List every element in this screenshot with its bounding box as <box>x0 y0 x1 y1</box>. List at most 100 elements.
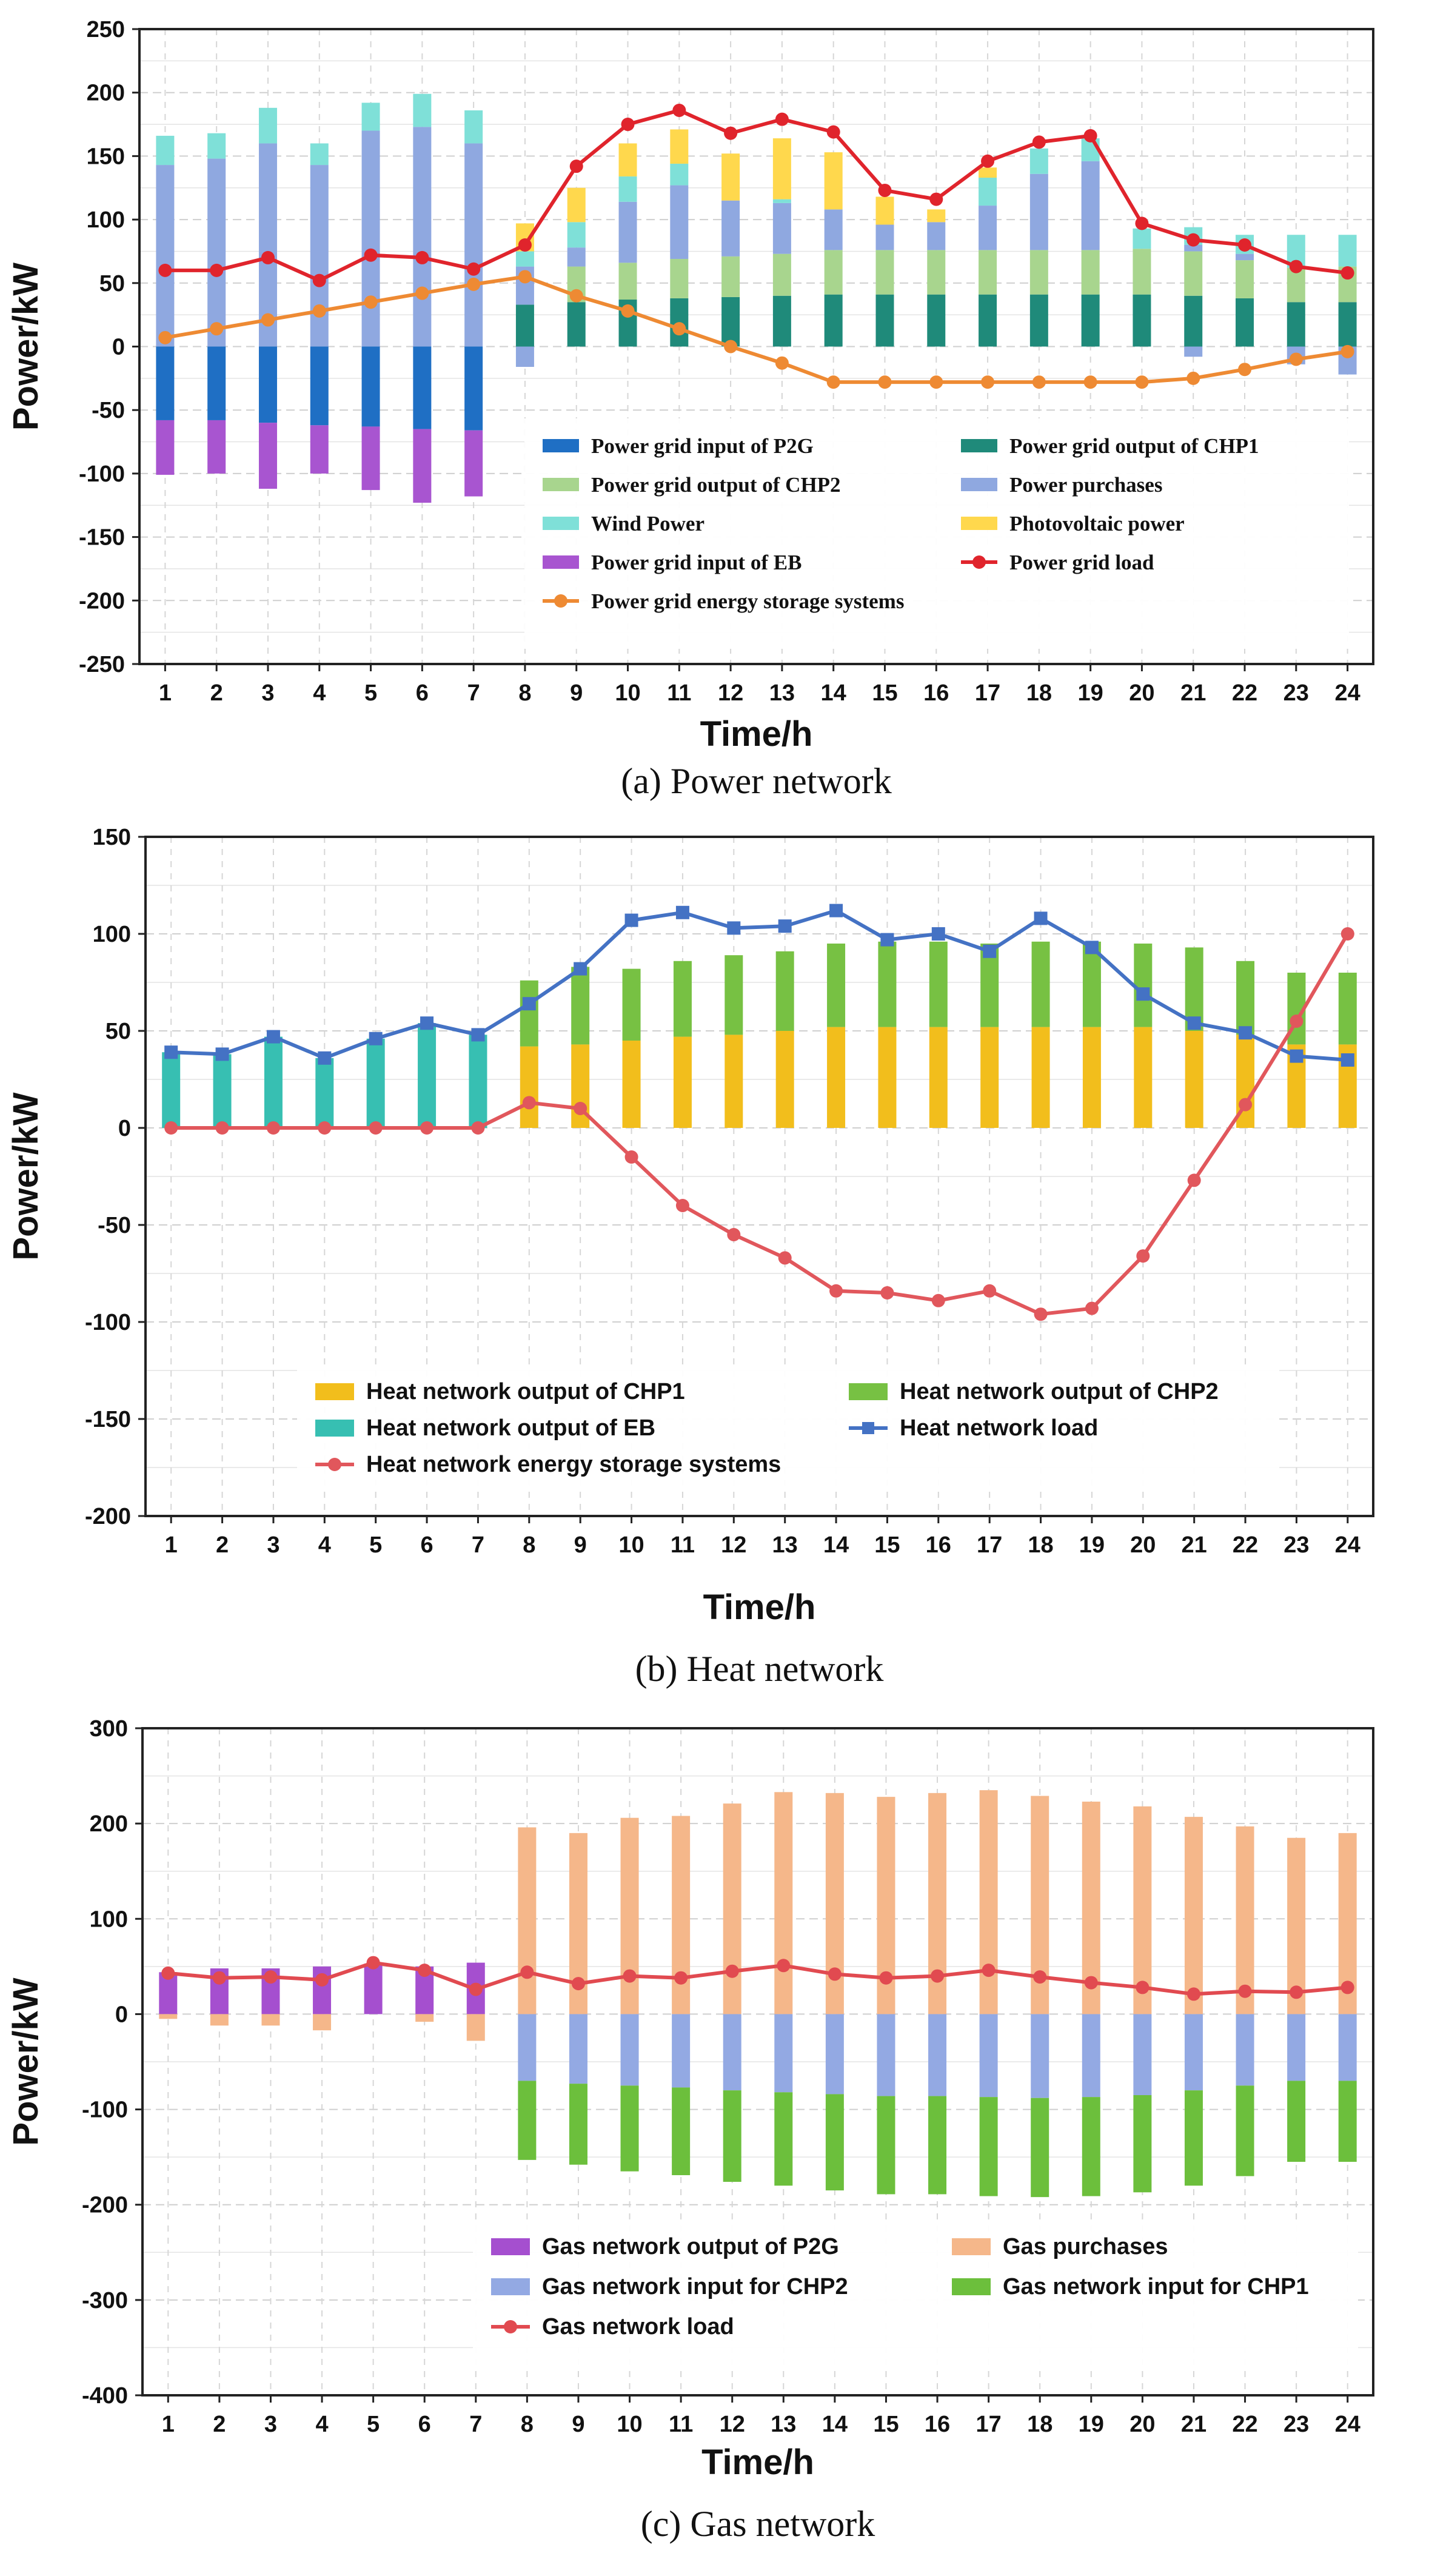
bar-power-grid-output-of-chp1 <box>567 302 586 347</box>
bar-power-purchases <box>1184 244 1203 252</box>
x-tick-label: 4 <box>315 2412 328 2437</box>
legend-swatch-power-grid-output-of-chp1 <box>961 439 997 452</box>
y-axis-title: Power/kW <box>6 263 45 431</box>
point-power-grid-energy-storage-systems <box>1289 352 1303 366</box>
x-tick-label: 7 <box>469 2412 482 2437</box>
point-power-grid-energy-storage-systems <box>518 270 532 284</box>
bar-wind-power <box>310 143 329 166</box>
bar-gas-network-input-for-chp1 <box>928 2096 947 2195</box>
point-heat-network-load <box>1290 1049 1304 1063</box>
point-power-grid-load <box>1186 233 1200 247</box>
point-heat-network-energy-storage-systems <box>778 1251 792 1265</box>
bar-gas-network-input-for-chp1 <box>1338 2081 1357 2162</box>
x-tick-label: 17 <box>977 1532 1002 1558</box>
legend: Power grid input of P2G Power grid output… <box>524 418 1349 649</box>
x-axis-title: Time/h <box>701 2443 814 2482</box>
point-power-grid-energy-storage-systems <box>1186 371 1200 385</box>
y-tick-label: 50 <box>105 1019 131 1044</box>
x-tick-label: 11 <box>667 680 691 706</box>
x-axis-title: Time/h <box>700 714 813 754</box>
point-power-grid-energy-storage-systems <box>569 289 583 303</box>
bar-power-grid-output-of-chp1 <box>979 294 997 347</box>
point-heat-network-load <box>420 1016 434 1030</box>
point-heat-network-energy-storage-systems <box>369 1121 383 1135</box>
x-tick-label: 9 <box>570 680 583 706</box>
bar-power-grid-output-of-chp1 <box>1338 302 1357 347</box>
x-tick-label: 13 <box>771 2412 796 2437</box>
y-tick-label: -100 <box>85 1310 131 1335</box>
point-heat-network-energy-storage-systems <box>574 1102 587 1115</box>
y-tick-label: 200 <box>90 1811 128 1837</box>
point-power-grid-energy-storage-systems <box>312 304 326 318</box>
bar-gas-network-input-for-chp2 <box>1236 2014 1254 2086</box>
y-tick-label: 250 <box>87 17 125 42</box>
point-heat-network-energy-storage-systems <box>318 1121 332 1135</box>
x-tick-label: 12 <box>718 680 743 706</box>
bar-wind-power <box>979 177 997 206</box>
point-heat-network-load <box>318 1051 332 1065</box>
y-tick-label: 150 <box>93 825 131 850</box>
point-heat-network-energy-storage-systems <box>983 1284 997 1298</box>
bar-gas-purchases <box>159 2014 178 2019</box>
y-tick-label: -50 <box>98 1213 131 1238</box>
x-tick-label: 19 <box>1079 2412 1104 2437</box>
x-tick-label: 3 <box>264 2412 277 2437</box>
x-tick-label: 3 <box>261 680 274 706</box>
x-tick-label: 21 <box>1182 1532 1207 1558</box>
point-power-grid-energy-storage-systems <box>1032 375 1046 389</box>
bar-photovoltaic-power <box>979 167 997 178</box>
y-tick-label: 200 <box>87 81 125 106</box>
point-heat-network-load <box>164 1045 178 1059</box>
x-tick-label: 12 <box>720 2412 745 2437</box>
y-tick-label: -100 <box>79 461 125 487</box>
legend-marker-power-grid-energy-storage-systems <box>554 594 567 608</box>
bar-heat-network-output-of-chp2 <box>1031 941 1050 1027</box>
bar-power-purchases <box>618 201 637 263</box>
point-gas-network-load <box>571 1977 585 1991</box>
point-power-grid-energy-storage-systems <box>672 322 686 336</box>
point-gas-network-load <box>315 1973 329 1987</box>
x-tick-label: 21 <box>1181 2412 1206 2437</box>
point-heat-network-load <box>1187 1016 1201 1030</box>
bar-power-purchases <box>258 143 277 347</box>
bar-gas-network-input-for-chp1 <box>569 2084 587 2165</box>
bar-wind-power <box>258 107 277 144</box>
bar-power-grid-output-of-chp2 <box>721 256 740 297</box>
point-heat-network-load <box>1340 1053 1354 1067</box>
x-tick-label: 24 <box>1334 680 1360 706</box>
x-tick-label: 19 <box>1079 1532 1105 1558</box>
bar-gas-network-input-for-chp1 <box>723 2090 741 2182</box>
x-tick-label: 2 <box>210 680 223 706</box>
point-power-grid-load <box>158 263 172 277</box>
bar-power-grid-input-of-eb <box>361 426 380 491</box>
x-tick-label: 20 <box>1129 2412 1155 2437</box>
bar-power-grid-output-of-chp1 <box>515 304 534 347</box>
legend-swatch-power-purchases <box>961 478 997 491</box>
point-power-grid-load <box>518 238 532 252</box>
x-tick-label: 20 <box>1129 680 1154 706</box>
x-tick-label: 19 <box>1078 680 1103 706</box>
point-gas-network-load <box>828 1967 842 1981</box>
x-tick-label: 16 <box>923 680 949 706</box>
bar-heat-network-output-of-eb <box>418 1023 437 1128</box>
bar-power-grid-output-of-chp1 <box>1287 302 1305 347</box>
bar-gas-network-input-for-chp2 <box>928 2014 947 2096</box>
point-heat-network-load <box>574 962 587 976</box>
y-tick-label: 100 <box>90 1907 128 1932</box>
x-tick-label: 23 <box>1283 1532 1309 1558</box>
bar-gas-network-input-for-chp2 <box>1082 2014 1100 2098</box>
point-power-grid-load <box>929 192 943 206</box>
point-power-grid-load <box>878 183 892 197</box>
bar-power-grid-input-of-p2g <box>207 346 226 420</box>
bar-gas-purchases <box>313 2014 332 2031</box>
bar-heat-network-output-of-chp1 <box>622 1041 641 1128</box>
bar-heat-network-output-of-chp1 <box>929 1027 948 1128</box>
y-tick-label: 0 <box>115 2002 128 2027</box>
bar-gas-purchases <box>1236 1826 1254 2014</box>
bar-heat-network-output-of-chp2 <box>1338 973 1357 1045</box>
bar-photovoltaic-power <box>824 152 843 210</box>
x-axis-title: Time/h <box>703 1588 816 1627</box>
x-tick-label: 15 <box>872 680 897 706</box>
point-power-grid-energy-storage-systems <box>775 356 789 370</box>
